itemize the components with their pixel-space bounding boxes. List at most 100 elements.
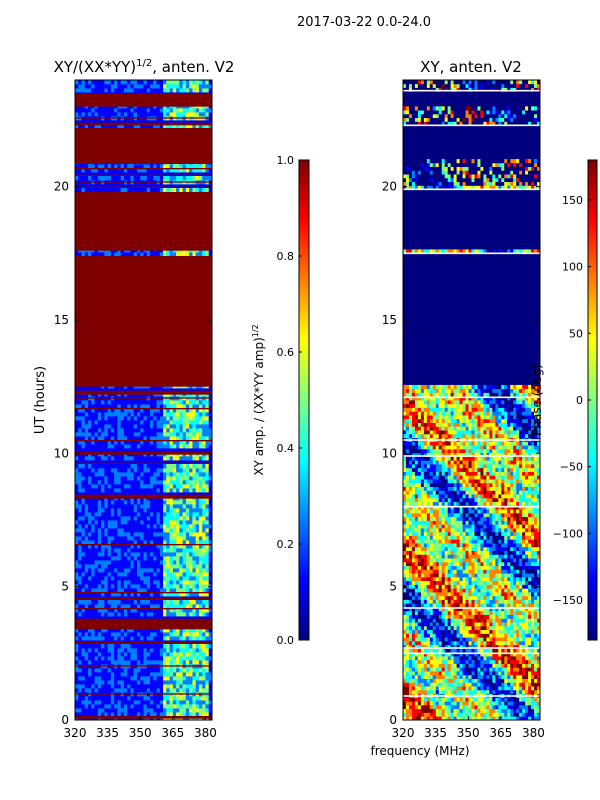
left-heatmap-cell	[182, 608, 187, 613]
left-heatmap-cell	[97, 404, 102, 409]
right-heatmap-cell	[403, 659, 407, 664]
left-heatmap-cell	[75, 476, 79, 481]
left-heatmap-cell	[202, 456, 206, 461]
left-heatmap-cell	[78, 444, 82, 449]
left-heatmap-cell	[120, 412, 125, 417]
left-heatmap-cell	[130, 712, 135, 717]
left-heatmap-cell	[81, 488, 86, 493]
left-heatmap-cell	[189, 432, 193, 437]
left-heatmap-cell	[133, 484, 138, 489]
right-heatmap-cell	[417, 659, 422, 664]
right-heatmap-cell	[432, 644, 437, 649]
left-heatmap-cell	[78, 168, 82, 173]
left-heatmap-cell	[120, 112, 125, 117]
left-heatmap-cell	[75, 708, 79, 713]
right-heatmap-cell	[414, 644, 419, 649]
right-heatmap-cell	[498, 656, 502, 661]
right-heatmap-cell	[504, 667, 508, 672]
right-heatmap-cell	[450, 629, 455, 634]
right-heatmap-cell	[456, 716, 460, 720]
left-heatmap-cell	[208, 88, 212, 93]
left-heatmap-cell	[156, 564, 161, 569]
left-heatmap-cell	[182, 440, 187, 445]
right-heatmap-cell	[468, 629, 472, 634]
left-plot-title: XY/(XX*YY)1/2, anten. V2	[54, 58, 235, 76]
right-heatmap-cell	[411, 708, 416, 713]
left-heatmap-cell	[104, 512, 109, 517]
left-heatmap-cell	[88, 600, 92, 605]
left-heatmap-cell	[75, 508, 79, 513]
right-heatmap-cell	[537, 663, 540, 668]
left-heatmap-cell	[123, 464, 128, 469]
left-heatmap-cell	[198, 488, 203, 493]
right-heatmap-cell	[462, 659, 466, 664]
left-heatmap-cell	[159, 416, 164, 421]
right-heatmap-cell	[420, 656, 425, 661]
left-heatmap-cell	[133, 676, 138, 681]
right-heatmap-cell	[504, 663, 508, 668]
right-heatmap-cell	[480, 629, 484, 634]
left-heatmap-cell	[136, 112, 141, 117]
left-heatmap-cell	[81, 88, 86, 93]
left-heatmap-cell	[101, 644, 105, 649]
left-heatmap-cell	[205, 524, 210, 529]
left-heatmap-cell	[202, 412, 206, 417]
left-heatmap-cell	[110, 468, 115, 473]
left-heatmap-cell	[169, 504, 174, 509]
left-heatmap-cell	[88, 188, 92, 193]
left-heatmap-cell	[101, 464, 105, 469]
left-heatmap-cell	[136, 672, 141, 677]
left-heatmap-cell	[163, 688, 167, 693]
left-heatmap-cell	[81, 572, 86, 577]
left-heatmap-cell	[166, 488, 170, 493]
left-heatmap-cell	[195, 408, 200, 413]
left-heatmap-cell	[110, 612, 115, 617]
left-heatmap-cell	[140, 176, 144, 181]
right-heatmap-cell	[408, 682, 413, 687]
left-heatmap-cell	[150, 560, 154, 565]
left-heatmap-cell	[172, 512, 177, 517]
left-heatmap-cell	[189, 676, 193, 681]
left-heatmap-cell	[153, 572, 157, 577]
left-heatmap-cell	[192, 524, 197, 529]
left-heatmap-cell	[120, 644, 125, 649]
right-heatmap-cell	[417, 656, 422, 661]
right-heatmap-cell	[468, 656, 472, 661]
left-heatmap-cell	[208, 540, 212, 545]
left-heatmap-cell	[123, 412, 128, 417]
right-heatmap-cell	[492, 686, 496, 691]
left-heatmap-cell	[94, 476, 99, 481]
left-heatmap-cell	[172, 420, 177, 425]
left-heatmap-cell	[156, 476, 161, 481]
left-heatmap-cell	[159, 168, 164, 173]
left-heatmap-cell	[198, 404, 203, 409]
right-heatmap-cell	[423, 640, 428, 646]
left-heatmap-cell	[91, 456, 95, 461]
left-heatmap-cell	[202, 80, 206, 85]
left-y-tick-label: 10	[54, 446, 69, 460]
right-heatmap-cell	[426, 656, 431, 661]
left-heatmap-cell	[127, 428, 131, 433]
left-heatmap-cell	[179, 584, 184, 589]
left-heatmap-cell	[202, 484, 206, 489]
left-heatmap-cell	[97, 568, 102, 573]
right-heatmap-cell	[495, 656, 499, 661]
left-heatmap-cell	[81, 700, 86, 705]
right-heatmap-cell	[492, 637, 496, 642]
right-heatmap-cell	[429, 682, 434, 687]
left-heatmap-cell	[189, 464, 193, 469]
left-heatmap-cell	[117, 168, 122, 173]
left-heatmap-cell	[198, 676, 203, 681]
right-heatmap-cell	[531, 671, 535, 676]
left-heatmap-cell	[176, 480, 180, 485]
left-heatmap-cell	[198, 168, 203, 173]
right-heatmap-cell	[459, 667, 463, 672]
left-heatmap-cell	[101, 580, 105, 585]
left-heatmap-cell	[75, 636, 79, 641]
left-heatmap-cell	[169, 556, 174, 561]
left-heatmap-cell	[156, 88, 161, 93]
left-heatmap-cell	[198, 556, 203, 561]
right-heatmap-cell	[501, 656, 505, 661]
left-heatmap-cell	[123, 472, 128, 477]
right-heatmap-cell	[474, 633, 478, 638]
